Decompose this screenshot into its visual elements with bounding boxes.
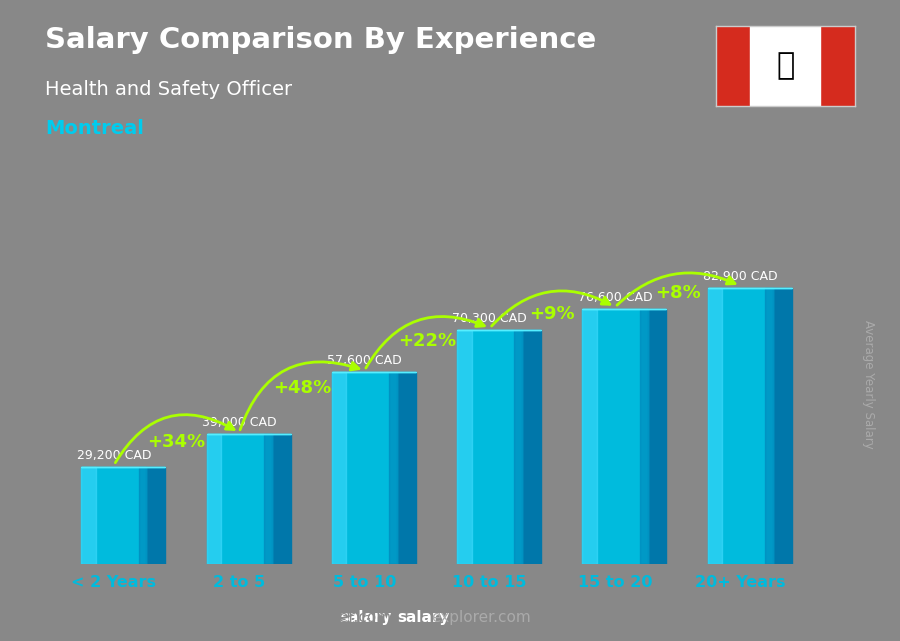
Polygon shape [648, 309, 666, 564]
Bar [264, 434, 272, 564]
Text: 🍁: 🍁 [776, 51, 795, 80]
Text: +9%: +9% [529, 305, 575, 323]
Polygon shape [773, 288, 792, 564]
Text: 70,300 CAD: 70,300 CAD [453, 312, 527, 325]
Bar [820, 26, 855, 106]
Bar [457, 329, 522, 564]
Bar [582, 309, 597, 564]
Bar [389, 372, 397, 564]
Bar [582, 309, 648, 564]
Bar [765, 288, 773, 564]
Polygon shape [397, 372, 416, 564]
Bar [332, 372, 347, 564]
Bar [707, 288, 722, 564]
Bar [81, 467, 95, 564]
Bar [707, 288, 773, 564]
Text: 29,200 CAD: 29,200 CAD [76, 449, 151, 462]
Text: 82,900 CAD: 82,900 CAD [703, 270, 778, 283]
Bar [751, 26, 820, 106]
Text: 76,600 CAD: 76,600 CAD [578, 291, 652, 304]
Bar [716, 26, 751, 106]
Text: Average Yearly Salary: Average Yearly Salary [862, 320, 875, 449]
Bar [207, 434, 272, 564]
Text: 39,000 CAD: 39,000 CAD [202, 416, 276, 429]
Polygon shape [147, 467, 166, 564]
Text: salary: salary [339, 610, 392, 625]
Text: salary: salary [397, 610, 449, 625]
Text: explorer.com: explorer.com [432, 610, 531, 625]
Polygon shape [272, 434, 291, 564]
Text: +22%: +22% [398, 332, 456, 350]
Bar [640, 309, 648, 564]
Polygon shape [522, 329, 541, 564]
Bar [332, 372, 397, 564]
Text: +8%: +8% [655, 285, 700, 303]
Text: +48%: +48% [273, 379, 331, 397]
Bar [207, 434, 220, 564]
Bar [515, 329, 522, 564]
Bar [457, 329, 472, 564]
Text: +34%: +34% [148, 433, 205, 451]
Text: Salary Comparison By Experience: Salary Comparison By Experience [45, 26, 596, 54]
Text: Health and Safety Officer: Health and Safety Officer [45, 80, 292, 99]
Bar [139, 467, 147, 564]
Text: Montreal: Montreal [45, 119, 144, 138]
Text: salaryexplorer.com: salaryexplorer.com [246, 610, 392, 625]
Text: 57,600 CAD: 57,600 CAD [327, 354, 401, 367]
Bar [81, 467, 147, 564]
